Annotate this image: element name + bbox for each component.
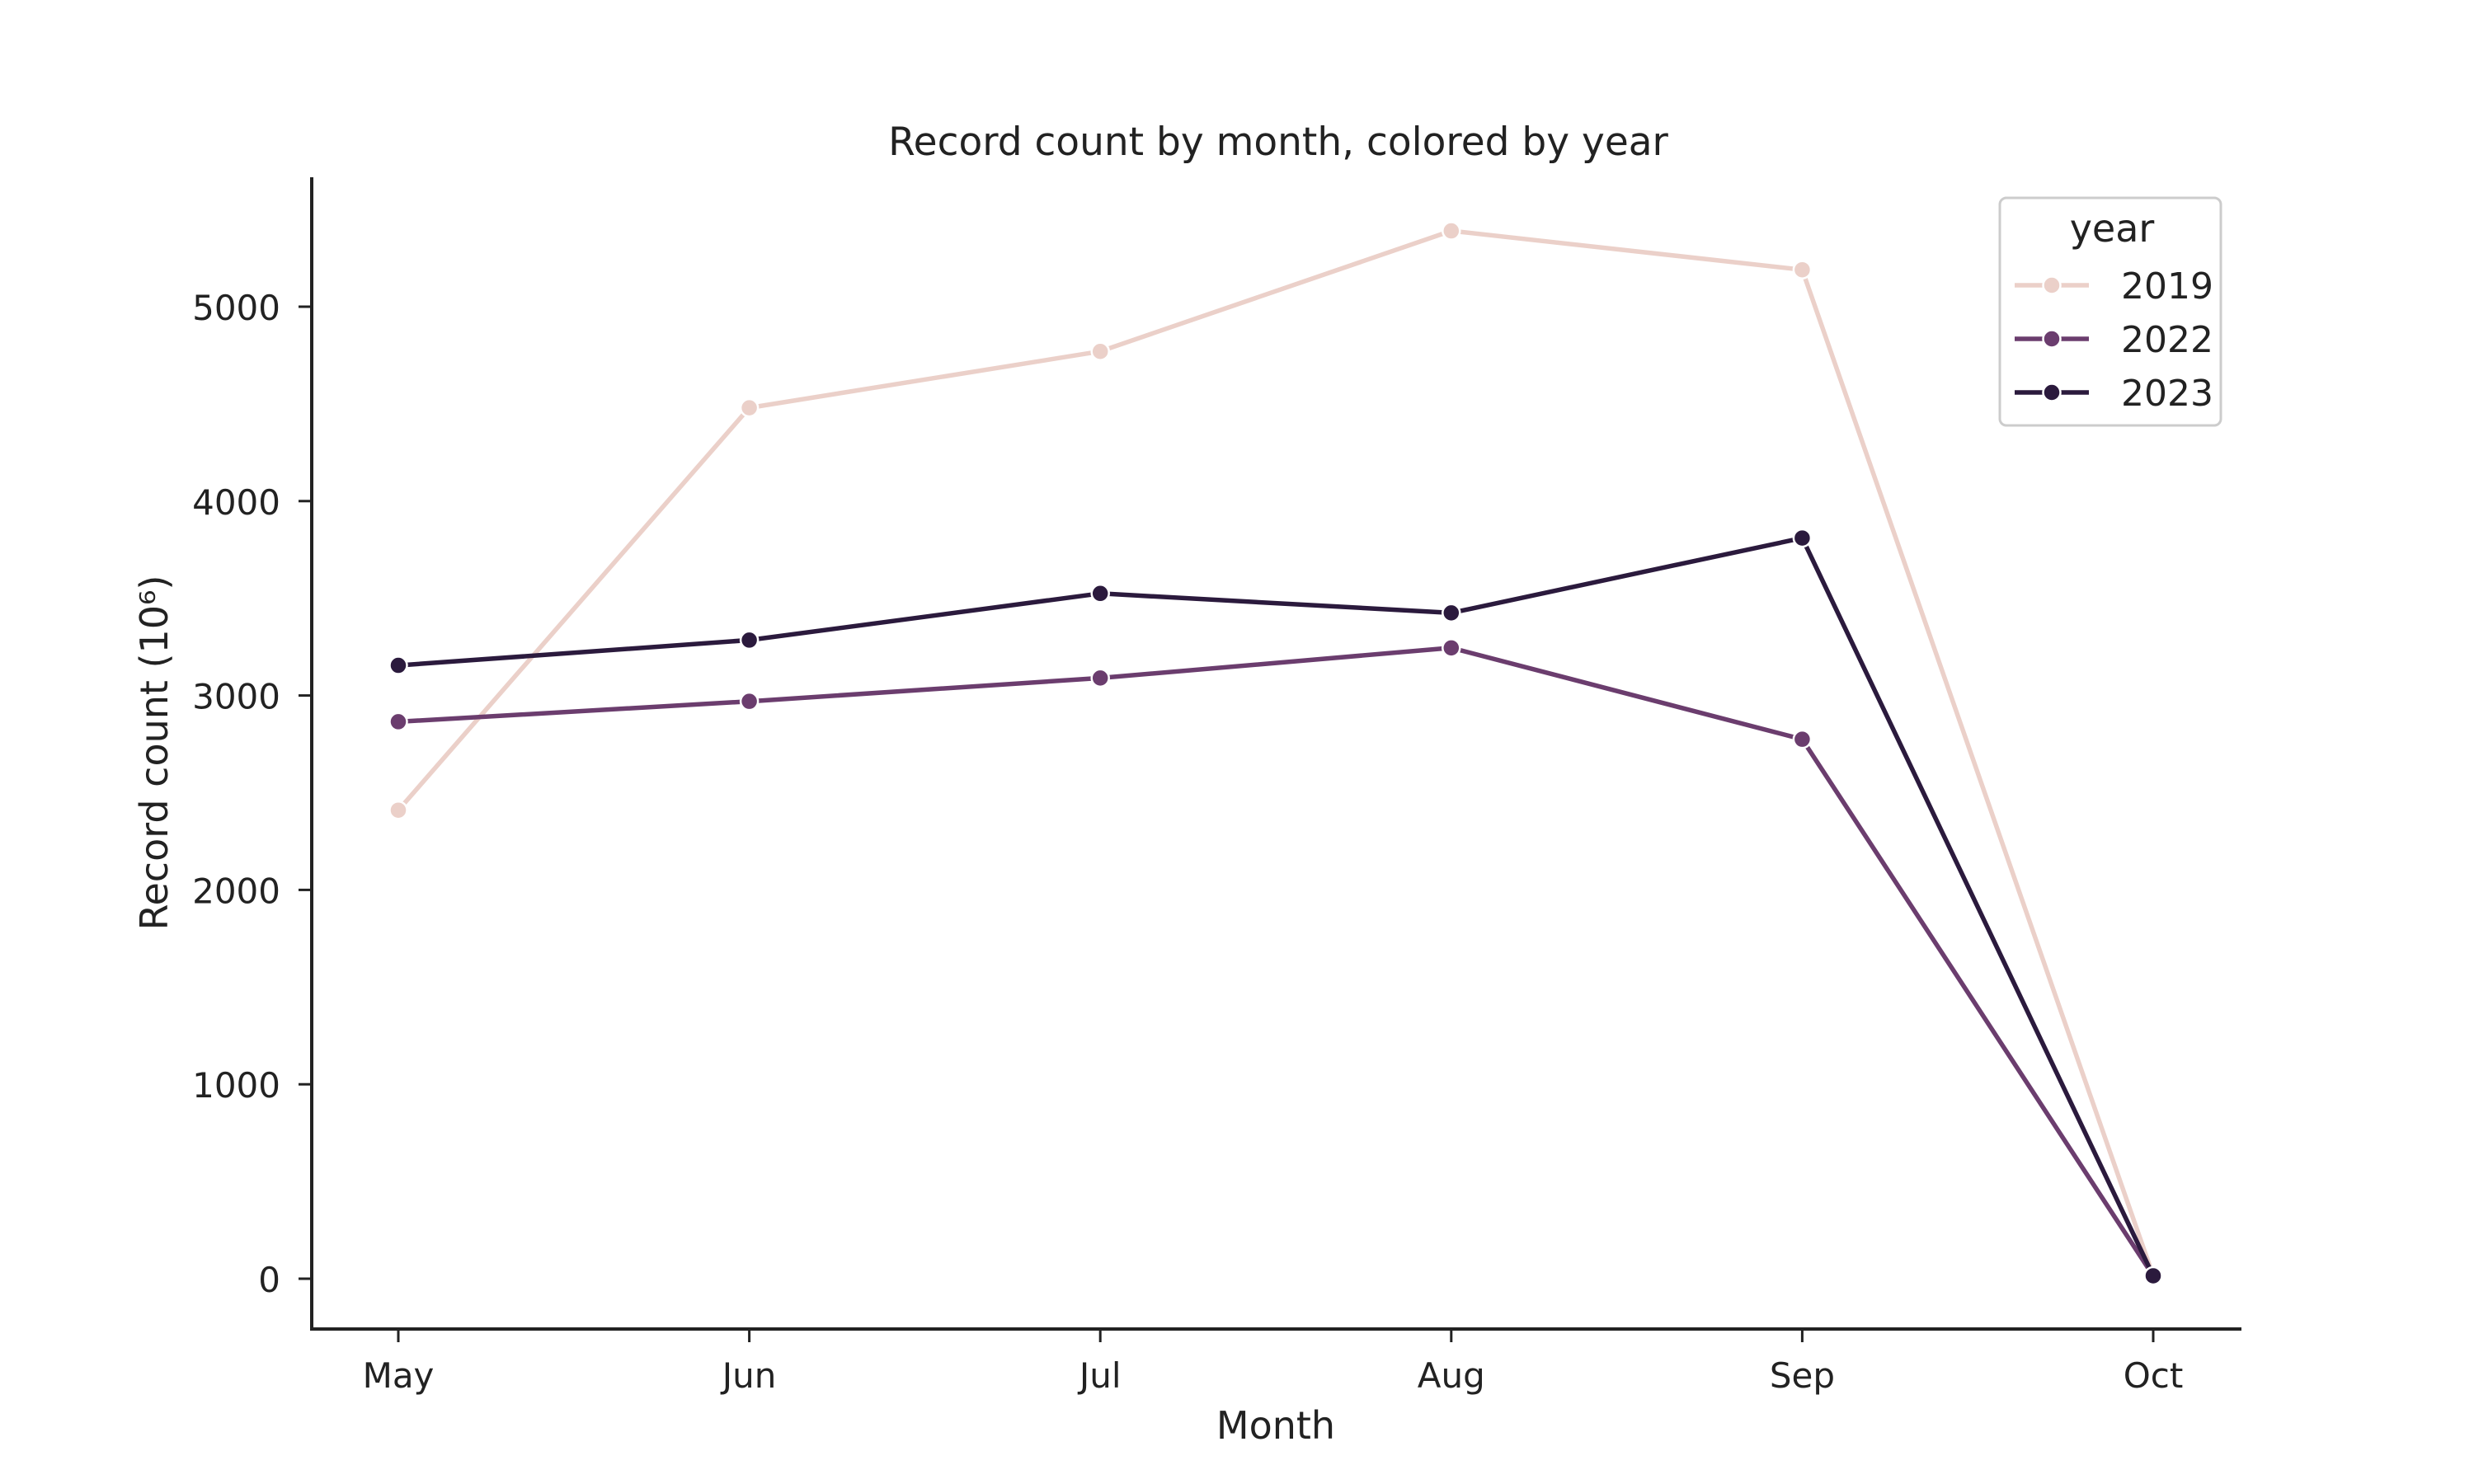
x-tick-label: Jul [1077,1355,1122,1396]
y-tick-label: 5000 [192,288,280,328]
legend-title: year [2070,206,2155,251]
data-point [739,397,760,418]
chart-title: Record count by month, colored by year [888,120,1668,165]
data-point [388,711,408,732]
legend-items: 2019 2022 2023 [2015,265,2213,415]
data-point [1442,638,1461,658]
y-axis-ticks: 0 1000 2000 3000 4000 5000 [192,288,312,1300]
x-tick-label: Jun [720,1355,777,1396]
data-point [388,800,408,820]
series-2023 [388,528,2163,1286]
y-tick-label: 0 [258,1260,280,1300]
x-tick-label: Sep [1770,1355,1835,1396]
series-2022 [388,638,2163,1286]
data-point [1792,729,1813,749]
x-tick-label: Aug [1418,1355,1485,1396]
legend-item: 2019 [2015,265,2213,308]
legend-marker [2042,329,2062,349]
legend: year 2019 2022 2023 [1998,196,2222,427]
x-tick-label: Oct [2124,1355,2184,1396]
legend-item: 2022 [2015,319,2213,361]
series-line [397,535,2156,1277]
axes [310,177,2241,1331]
series-2019 [388,221,2163,1286]
data-point [739,630,760,650]
y-axis-label: Record count (10⁶) [132,575,176,931]
data-point [1442,603,1461,623]
legend-frame [1998,196,2222,427]
legend-item: 2023 [2015,373,2213,415]
series-group [388,221,2163,1286]
data-point [388,655,408,675]
legend-label: 2022 [2121,319,2213,361]
data-point [1090,584,1110,603]
legend-marker [2042,275,2062,295]
data-point [1090,668,1110,688]
y-tick-label: 3000 [192,677,280,717]
x-axis-ticks: May Jun Jul Aug Sep Oct [363,1329,2184,1396]
data-point [1792,528,1813,548]
data-point [739,691,760,711]
series-line [396,228,2156,1277]
data-point [1442,221,1461,241]
data-point [1792,260,1813,279]
series-line [397,646,2156,1278]
y-tick-label: 2000 [192,871,280,911]
legend-label: 2023 [2121,373,2213,415]
legend-label: 2019 [2121,265,2213,308]
data-point [2143,1266,2163,1286]
y-tick-label: 1000 [192,1065,280,1106]
data-point [1090,341,1110,361]
x-tick-label: May [363,1355,435,1396]
y-tick-label: 4000 [192,482,280,523]
legend-marker [2042,383,2062,402]
x-axis-label: Month [1216,1403,1335,1448]
